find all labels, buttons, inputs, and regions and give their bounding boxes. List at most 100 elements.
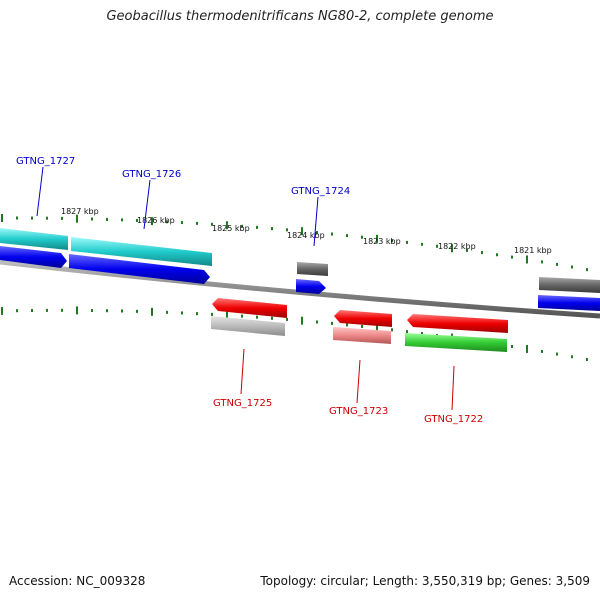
position-label-1827: 1827 kbp — [61, 207, 99, 216]
lower-tick-mark — [391, 328, 393, 332]
lower-tick-mark — [61, 308, 63, 312]
rna-feature-1[interactable] — [0, 228, 68, 250]
upper-tick-track — [1, 213, 588, 272]
upper-tick-mark — [46, 216, 48, 220]
upper-tick-mark — [481, 251, 483, 255]
lower-tick-mark — [91, 309, 93, 313]
lower-tick-mark — [271, 316, 273, 320]
position-label-1824: 1824 kbp — [287, 231, 325, 240]
genome-title: Geobacillus thermodenitrificans NG80-2, … — [106, 9, 494, 24]
lower-tick-mark — [526, 344, 528, 353]
forward-gene-labels: GTNG_1727 GTNG_1726 GTNG_1724 — [16, 156, 350, 247]
lower-tick-mark — [76, 306, 78, 315]
lower-tick-mark — [196, 312, 198, 316]
upper-tick-mark — [226, 221, 228, 230]
upper-tick-mark — [256, 225, 258, 229]
upper-tick-mark — [241, 224, 243, 228]
gene-label-gtng-1727[interactable]: GTNG_1727 — [16, 156, 75, 167]
upper-tick-mark — [376, 234, 378, 243]
position-labels: 1827 kbp 1826 kbp 1825 kbp 1824 kbp 1823… — [61, 207, 552, 255]
upper-tick-mark — [286, 228, 288, 232]
genome-backbone — [0, 259, 600, 319]
lower-tick-mark — [376, 324, 378, 333]
upper-tick-mark — [556, 262, 558, 266]
position-label-1823: 1823 kbp — [363, 237, 401, 246]
upper-tick-mark — [136, 218, 138, 222]
lower-tick-mark — [346, 323, 348, 327]
lower-tick-mark — [316, 320, 318, 324]
gene-feature-gtng-1723[interactable] — [334, 310, 392, 327]
lower-tick-mark — [556, 352, 558, 356]
upper-tick-mark — [346, 234, 348, 238]
upper-tick-mark — [436, 244, 438, 248]
lower-tick-mark — [586, 358, 588, 362]
green-feature-1722[interactable] — [405, 333, 507, 352]
upper-tick-mark — [406, 240, 408, 244]
upper-tick-mark — [211, 222, 213, 226]
lower-tick-mark — [1, 306, 3, 315]
lower-tick-track — [1, 306, 588, 362]
pink-feature-1723[interactable] — [333, 327, 391, 344]
leader-line-gtng-1727 — [36, 166, 44, 217]
reverse-features — [211, 298, 508, 352]
gene-feature-gtng-1722[interactable] — [407, 314, 508, 333]
gene-feature-gtng-1726[interactable] — [69, 254, 210, 284]
gene-feature-gtng-1724[interactable] — [296, 279, 326, 294]
gene-label-gtng-1725[interactable]: GTNG_1725 — [213, 398, 272, 409]
light-grey-feature-1725[interactable] — [211, 316, 285, 336]
gene-feature-gtng-1725[interactable] — [212, 298, 287, 318]
upper-tick-mark — [526, 255, 528, 264]
rna-feature-2[interactable] — [71, 237, 212, 266]
accession-text: Accession: NC_009328 — [9, 574, 146, 588]
upper-tick-mark — [451, 244, 453, 253]
lower-tick-mark — [241, 314, 243, 318]
lower-tick-mark — [151, 307, 153, 316]
reverse-gene-labels: GTNG_1725 GTNG_1723 GTNG_1722 — [213, 348, 483, 425]
lower-tick-mark — [421, 332, 423, 336]
upper-tick-mark — [541, 260, 543, 264]
position-label-1825: 1825 kbp — [212, 224, 250, 233]
gene-label-gtng-1724[interactable]: GTNG_1724 — [291, 186, 350, 197]
position-label-1822: 1822 kbp — [438, 242, 476, 251]
upper-tick-mark — [421, 242, 423, 246]
upper-tick-mark — [511, 255, 513, 259]
leader-line-gtng-1724 — [313, 196, 319, 247]
upper-tick-mark — [1, 213, 3, 222]
leader-line-gtng-1722 — [451, 365, 455, 411]
lower-tick-mark — [406, 330, 408, 334]
upper-tick-mark — [181, 221, 183, 225]
lower-tick-mark — [301, 316, 303, 325]
upper-tick-mark — [31, 216, 33, 220]
blue-feature-1821[interactable] — [538, 295, 600, 311]
gene-label-gtng-1726[interactable]: GTNG_1726 — [122, 169, 181, 180]
lower-tick-mark — [286, 317, 288, 321]
lower-tick-mark — [256, 315, 258, 319]
upper-tick-mark — [496, 253, 498, 257]
lower-tick-mark — [181, 311, 183, 315]
upper-tick-mark — [301, 227, 303, 236]
upper-tick-mark — [61, 216, 63, 220]
gene-label-gtng-1722[interactable]: GTNG_1722 — [424, 414, 483, 425]
lower-tick-mark — [31, 308, 33, 312]
lower-tick-mark — [166, 310, 168, 314]
upper-tick-mark — [196, 221, 198, 225]
upper-tick-mark — [106, 217, 108, 221]
upper-tick-mark — [331, 232, 333, 236]
lower-tick-mark — [571, 355, 573, 359]
upper-tick-mark — [76, 214, 78, 223]
leader-line-gtng-1726 — [143, 179, 151, 230]
position-label-1826: 1826 kbp — [137, 216, 175, 225]
grey-feature-1824[interactable] — [297, 262, 328, 276]
grey-feature-1821[interactable] — [539, 277, 600, 293]
gene-feature-gtng-1727[interactable] — [0, 246, 67, 268]
genome-summary-text: Topology: circular; Length: 3,550,319 bp… — [260, 574, 590, 588]
upper-tick-mark — [466, 248, 468, 252]
gene-label-gtng-1723[interactable]: GTNG_1723 — [329, 406, 388, 417]
upper-tick-mark — [571, 265, 573, 269]
lower-tick-mark — [136, 309, 138, 313]
lower-tick-mark — [361, 324, 363, 328]
upper-tick-mark — [316, 231, 318, 235]
lower-tick-mark — [511, 345, 513, 349]
